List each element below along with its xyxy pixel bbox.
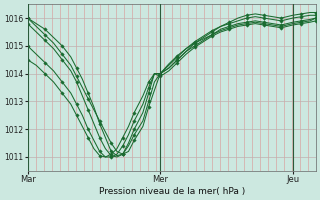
X-axis label: Pression niveau de la mer( hPa ): Pression niveau de la mer( hPa ) [99,187,245,196]
